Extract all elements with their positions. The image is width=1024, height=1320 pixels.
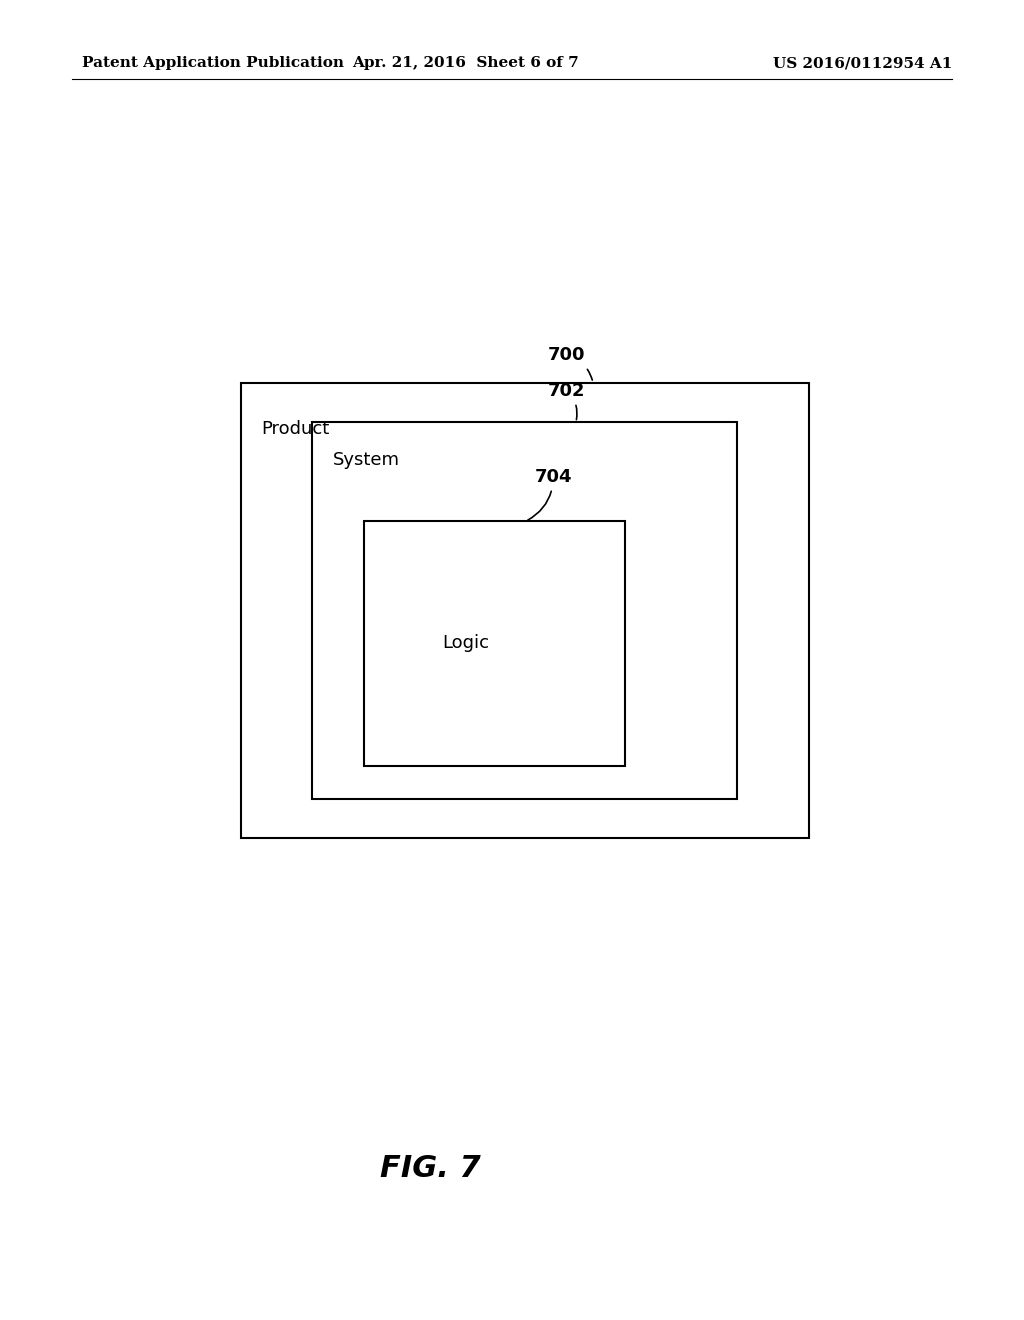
Text: Product: Product <box>261 420 330 438</box>
Text: Logic: Logic <box>442 634 489 652</box>
FancyBboxPatch shape <box>312 422 737 799</box>
Text: 704: 704 <box>527 467 572 520</box>
Text: Patent Application Publication: Patent Application Publication <box>82 57 344 70</box>
FancyBboxPatch shape <box>364 521 625 766</box>
Text: US 2016/0112954 A1: US 2016/0112954 A1 <box>773 57 952 70</box>
Text: 700: 700 <box>548 346 592 380</box>
Text: FIG. 7: FIG. 7 <box>380 1154 480 1183</box>
Text: Apr. 21, 2016  Sheet 6 of 7: Apr. 21, 2016 Sheet 6 of 7 <box>352 57 580 70</box>
Text: System: System <box>333 451 399 470</box>
Text: 702: 702 <box>548 381 586 420</box>
FancyBboxPatch shape <box>241 383 809 838</box>
